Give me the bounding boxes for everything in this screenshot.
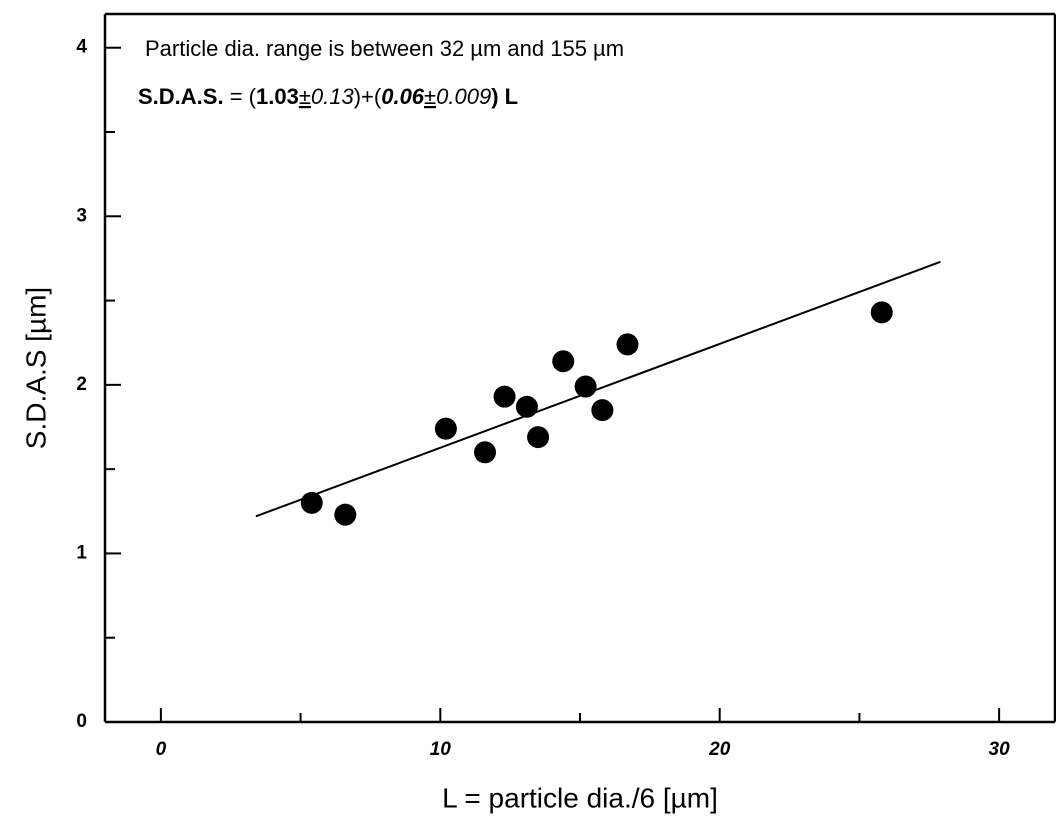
y-tick-label: 4 xyxy=(76,37,87,58)
equation-part: 0.009 xyxy=(436,84,491,109)
equation-part: 1.03 xyxy=(256,84,299,109)
x-axis-label: L = particle dia./6 [µm] xyxy=(442,782,718,813)
y-axis-label: S.D.A.S [µm] xyxy=(20,287,51,449)
x-tick-label: 10 xyxy=(430,739,452,760)
data-point xyxy=(515,395,538,418)
data-point xyxy=(552,350,575,373)
equation-part: 0.06 xyxy=(381,84,425,109)
fit-line xyxy=(255,260,941,518)
equation-part: 0.13 xyxy=(311,84,355,109)
data-point xyxy=(591,399,614,422)
data-point xyxy=(434,417,457,440)
equation-part: ) L xyxy=(491,84,518,109)
equation-part: ± xyxy=(299,84,311,109)
data-point xyxy=(616,333,639,356)
data-point xyxy=(474,441,496,464)
equation-part: S.D.A.S. xyxy=(138,84,224,109)
equation-part: )+( xyxy=(354,84,382,109)
x-tick-label: 30 xyxy=(989,739,1011,760)
annotation: Particle dia. range is between 32 µm and… xyxy=(145,36,624,61)
y-tick-label: 2 xyxy=(76,374,87,395)
y-tick-label: 1 xyxy=(76,542,87,563)
equation: S.D.A.S. = (1.03±0.13)+(0.06±0.009) L xyxy=(138,84,518,109)
data-point xyxy=(870,301,893,324)
y-tick-label: 0 xyxy=(76,711,87,732)
equation-part: = ( xyxy=(224,84,257,109)
x-tick-label: 20 xyxy=(708,739,731,760)
data-point xyxy=(334,503,357,526)
y-tick-label: 3 xyxy=(76,205,87,226)
equation-part: ± xyxy=(424,84,436,109)
x-tick-label: 0 xyxy=(156,739,167,760)
data-point xyxy=(493,385,516,408)
data-point xyxy=(527,426,550,449)
